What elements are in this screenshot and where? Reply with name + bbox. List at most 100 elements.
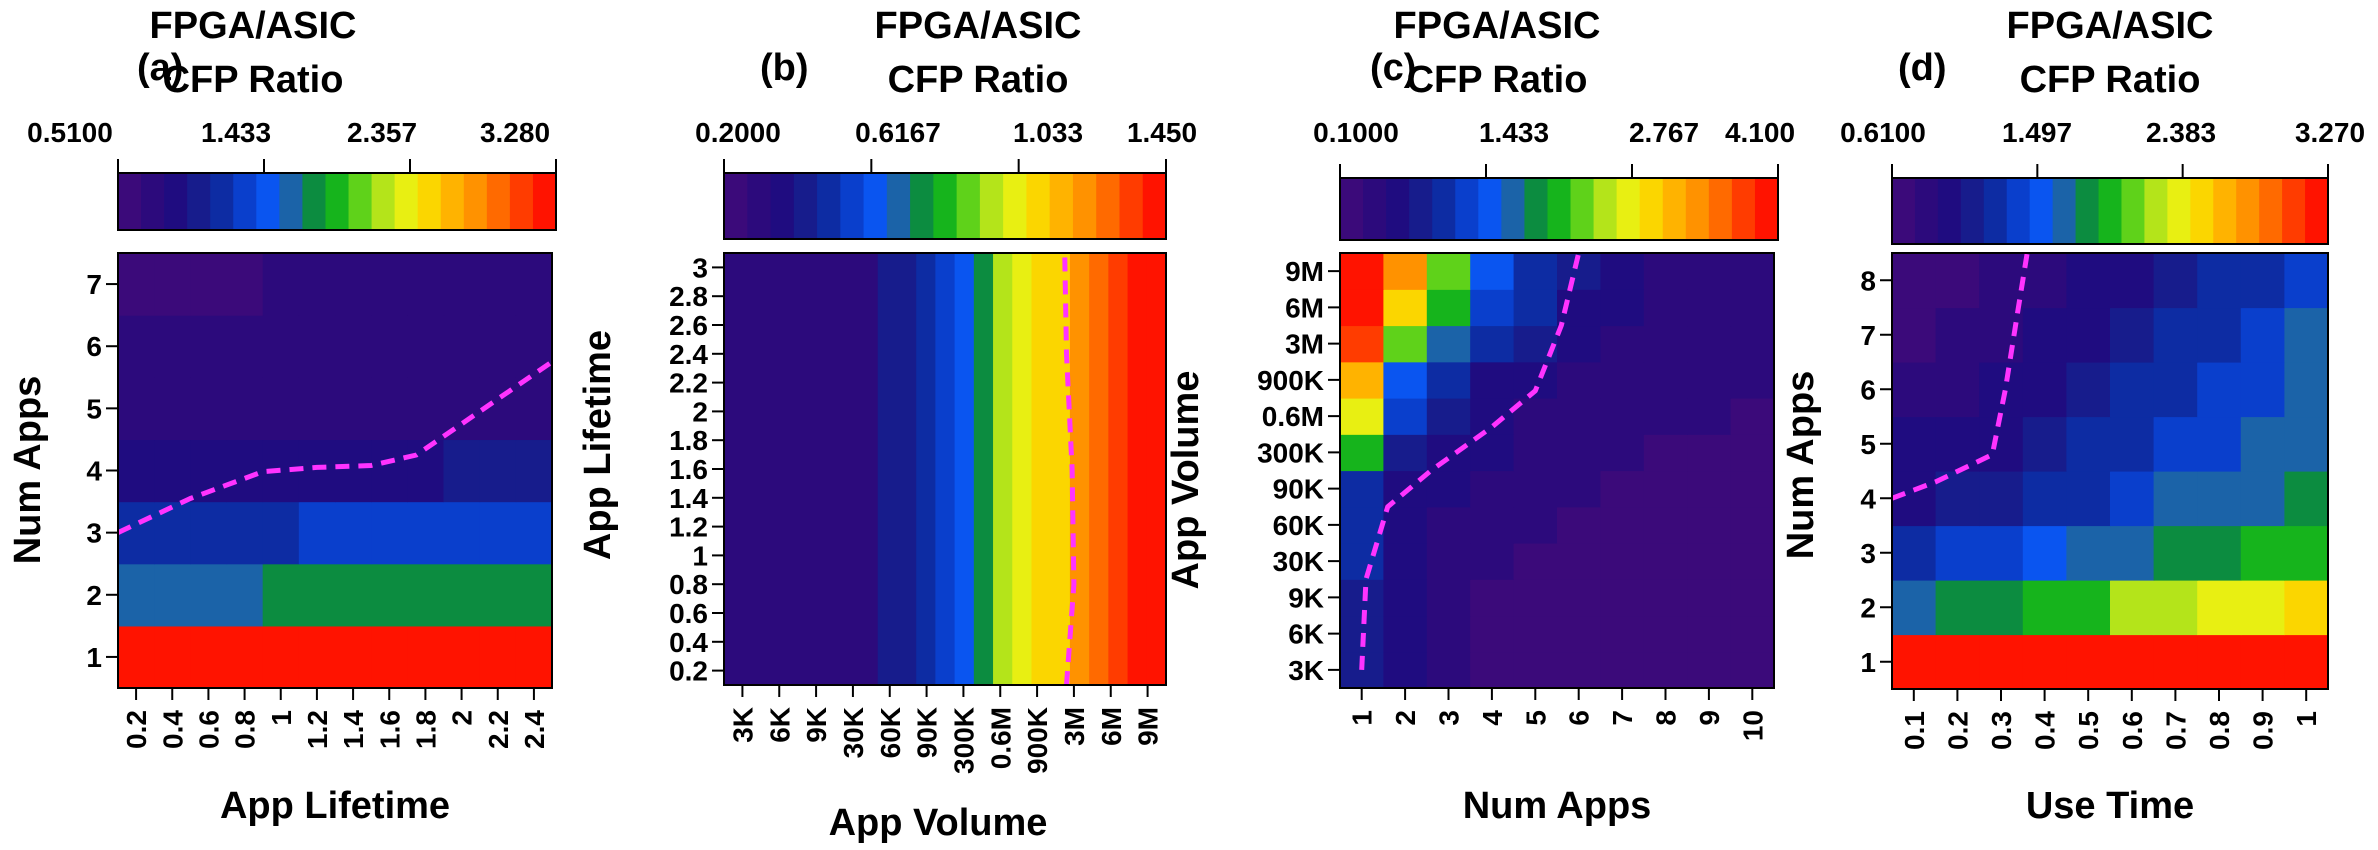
heatmap-cell [1470,398,1515,435]
y-tick-label: 0.4 [669,627,708,658]
colorbar-swatch [1708,178,1733,240]
colorbar-swatch [1547,178,1572,240]
plot-frame [1891,252,2329,690]
colorbar-swatch [2121,178,2146,244]
heatmap-cell [2197,253,2242,309]
colorbar-tick-label: 3.270 [2295,117,2365,148]
heatmap-cell [190,377,228,441]
colorbar-swatch [747,173,772,239]
x-tick-label: 2 [447,710,478,726]
heatmap-cell [1426,325,1471,363]
heatmap-cell [479,625,517,689]
heatmap-cell [226,377,264,441]
colorbar-swatch [2098,178,2123,244]
heatmap-cell [335,377,372,441]
heatmap-cell [1470,579,1515,617]
x-tick-label: 6K [764,707,795,743]
colorbar-frame [1339,177,1779,241]
x-tick-label: 30K [838,707,869,758]
heatmap-cell [1600,325,1645,363]
x-tick-label: 10 [1737,710,1768,741]
colorbar-swatch [1524,178,1549,240]
y-tick-label: 900K [1257,365,1324,396]
heatmap-cell [1557,651,1601,689]
heatmap-cell [515,563,553,627]
colorbar-swatch [1960,178,1985,244]
colorbar-swatch [1003,173,1028,239]
x-tick-label: 3M [1059,707,1090,746]
heatmap-cell [2240,471,2285,527]
y-tick-label: 1 [692,540,708,571]
heatmap-cell [1470,615,1515,653]
colorbar-swatch [1119,173,1144,239]
heatmap-cell [118,625,155,689]
heatmap-cell [1470,651,1515,689]
heatmap-cell [1643,651,1688,689]
y-axis-label: Num Apps [1780,371,1822,560]
heatmap-cell [1687,253,1732,290]
heatmap-cell [1600,615,1645,653]
heatmap-cell [1513,579,1558,617]
heatmap-cell [1557,398,1601,435]
heatmap-cell [1643,289,1688,327]
heatmap-cell [1383,651,1428,689]
heatmap-cell [190,501,228,565]
heatmap-cell [371,377,408,441]
heatmap-cell [1383,434,1428,472]
contour-line [1359,252,1582,671]
y-tick-label: 3K [1288,655,1324,686]
colorbar-swatch [1570,178,1595,240]
heatmap-cell [1557,325,1601,363]
heatmap-cell [515,377,553,441]
heatmap-cell [1687,543,1732,580]
heatmap-cell [2110,307,2155,363]
heatmap-cell [1643,361,1688,399]
heatmap-cell [1600,470,1645,508]
heatmap-cell [1470,253,1515,290]
heatmap-cell [1426,579,1471,617]
x-tick-label: 0.4 [2030,711,2061,750]
heatmap-cell [1012,253,1033,685]
heatmap-cell [118,315,155,378]
colorbar-swatch [1639,178,1664,240]
colorbar-title-line2: CFP Ratio [888,59,1069,101]
colorbar-tick-label: 1.433 [1479,117,1549,148]
x-tick-label: 0.6 [2117,711,2148,750]
heatmap-cell [1426,470,1471,508]
panel-label: (d) [1898,47,1947,89]
colorbar-swatch [256,173,280,230]
colorbar-swatch [1983,178,2008,244]
colorbar-tick-label: 0.2000 [695,117,781,148]
heatmap-cell [1470,470,1515,508]
heatmap-cell [1687,325,1732,363]
heatmap-cell [407,501,445,565]
heatmap-cell [2022,307,2067,363]
colorbar-swatch [233,173,257,230]
heatmap-cell [2022,416,2067,472]
heatmap-cell [1600,579,1645,617]
colorbar-swatch [1409,178,1433,240]
heatmap-cells [724,253,1167,685]
colorbar-swatch [979,173,1004,239]
y-tick-label: 7 [1860,320,1876,351]
heatmap-cell [1687,361,1732,399]
contour-line [1062,252,1077,686]
heatmap-cell [262,253,300,316]
x-tick-label: 1.4 [338,710,369,749]
heatmap-cell [1383,506,1428,544]
heatmap-cell [2066,362,2111,418]
heatmap-cell [2197,634,2242,690]
y-axis-label: App Volume [1165,371,1207,590]
colorbar-swatch [1685,178,1710,240]
x-tick-label: 60K [875,707,906,758]
heatmap-cell [118,563,155,627]
x-tick-label: 1.8 [410,710,441,749]
heatmap-cell [335,253,372,316]
heatmap-cell [154,315,191,378]
heatmap-cell [1730,398,1775,435]
heatmap-cell [407,625,445,689]
y-tick-label: 2 [692,396,708,427]
heatmap-cell [335,315,372,378]
colorbar-swatch [1455,178,1479,240]
x-tick-label: 1 [1347,710,1378,726]
